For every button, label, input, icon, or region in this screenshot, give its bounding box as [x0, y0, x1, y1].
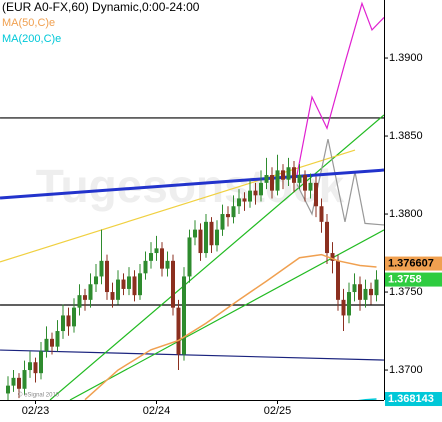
candle-body	[77, 295, 82, 308]
candle-body	[369, 288, 373, 296]
candle-body	[61, 315, 65, 332]
candle-body	[297, 175, 302, 183]
candle-body	[264, 175, 269, 183]
candle-body	[347, 292, 351, 316]
candle-body	[270, 175, 274, 191]
candle-body	[275, 170, 280, 191]
candle-body	[242, 198, 247, 202]
candle-body	[132, 276, 137, 296]
candle-body	[220, 214, 225, 230]
candle-body	[44, 338, 49, 352]
candle-body	[352, 284, 357, 293]
y-tick-label: 1.3900	[389, 52, 423, 64]
candle-body	[259, 182, 263, 196]
candle-body	[226, 214, 230, 218]
candle-body	[341, 299, 346, 316]
candle-body	[363, 288, 368, 300]
candle-body	[374, 279, 379, 296]
candle-body	[253, 190, 258, 196]
candle-body	[237, 198, 241, 207]
x-tick-label: 02/24	[143, 405, 171, 417]
candle-body	[94, 276, 98, 285]
candle-body	[193, 229, 197, 238]
candle-body	[110, 292, 115, 300]
line	[84, 253, 377, 400]
candle-body	[160, 248, 164, 269]
line	[0, 349, 384, 361]
copyright: © eSignal 2010	[18, 392, 60, 399]
candle-body	[171, 260, 175, 308]
price-label: 1.3758	[388, 273, 422, 285]
candle-body	[198, 229, 203, 254]
line	[296, 1, 384, 176]
candle-body	[308, 182, 313, 191]
line	[49, 114, 384, 400]
candle-body	[33, 362, 38, 374]
candle-body	[187, 237, 192, 277]
candle-body	[209, 221, 214, 246]
price-label: 1.368143	[388, 393, 434, 405]
candle-body	[22, 370, 27, 389]
x-tick-label: 02/23	[22, 405, 50, 417]
candle-body	[6, 385, 10, 394]
candle-body	[281, 170, 285, 180]
candle-body	[66, 315, 71, 327]
y-tick-label: 1.3850	[389, 130, 423, 142]
candle-body	[286, 167, 291, 180]
candle-body	[336, 260, 340, 300]
candle-body	[231, 206, 236, 218]
candle-body	[17, 377, 21, 389]
candle-body	[176, 307, 181, 355]
chart-title: (EUR A0-FX,60) Dynamic,0:00-24:00	[2, 0, 200, 14]
candle-body	[127, 276, 131, 289]
candle-body	[88, 284, 93, 300]
candle-body	[325, 221, 329, 254]
candle-body	[138, 273, 142, 296]
candle-body	[314, 182, 318, 207]
price-box	[385, 256, 442, 271]
candle-body	[319, 206, 324, 222]
price-label: 1.376607	[388, 257, 434, 269]
candle-body	[215, 229, 219, 246]
candle-body	[83, 295, 87, 300]
candle-body	[204, 221, 208, 254]
y-tick-label: 1.3800	[389, 208, 423, 220]
candle-body	[182, 276, 186, 355]
candle-body	[72, 307, 76, 327]
y-tick-label: 1.3700	[389, 364, 423, 376]
candle-body	[303, 175, 307, 191]
candle-body	[149, 253, 153, 261]
price-box	[385, 392, 442, 407]
candle-body	[143, 260, 148, 274]
candle-body	[50, 338, 54, 347]
candle-body	[11, 377, 16, 386]
candle-body	[165, 260, 170, 269]
candle-body	[116, 279, 120, 300]
x-tick-label: 02/25	[264, 405, 292, 417]
candle-body	[55, 331, 60, 347]
candle-body	[358, 284, 362, 300]
candle-body	[99, 260, 104, 277]
candle-body	[330, 253, 335, 261]
candle-body	[292, 167, 296, 183]
candle-body	[121, 279, 126, 289]
y-tick-label: 1.3750	[389, 286, 423, 298]
plot-area	[0, 1, 384, 400]
candle-body	[154, 248, 159, 254]
legend-entry: MA(50,C)e	[2, 17, 55, 29]
price-box	[385, 272, 442, 287]
candle-body	[248, 190, 252, 202]
line	[357, 398, 377, 400]
legend-entry: MA(200,C)e	[2, 33, 61, 45]
line	[296, 139, 384, 226]
candle-body	[105, 260, 109, 293]
candle-body	[28, 362, 32, 371]
candle-body	[39, 351, 43, 374]
line	[0, 168, 384, 200]
